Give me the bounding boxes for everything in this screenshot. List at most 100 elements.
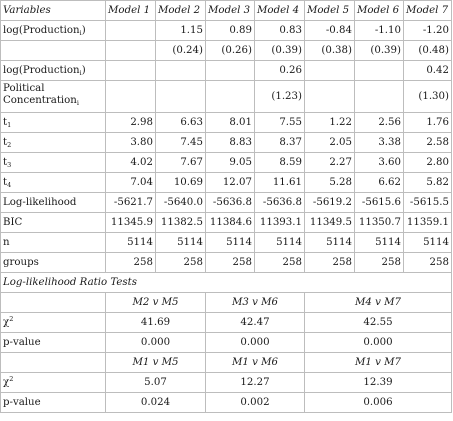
- row-label-suffix: ): [81, 64, 86, 76]
- table-cell: -5636.8: [254, 192, 305, 213]
- table-cell: 5114: [403, 232, 452, 253]
- table-row: n 5114 5114 5114 5114 5114 5114 5114: [0, 232, 452, 253]
- row-label-subscript: i: [76, 99, 79, 107]
- row-label: t1: [0, 112, 106, 133]
- lrt-title: Log-likelihood Ratio Tests: [0, 272, 452, 293]
- lrt-pvalue-row: p-value 0.000 0.000 0.000: [0, 332, 452, 353]
- table-row: groups 258 258 258 258 258 258 258: [0, 252, 452, 273]
- table-cell: 12.07: [205, 172, 255, 193]
- model-5-header: Model 5: [304, 0, 355, 21]
- table-cell: 258: [403, 252, 452, 273]
- table-cell: -1.20: [403, 20, 452, 41]
- table-cell: 10.69: [155, 172, 206, 193]
- lrt-comparison-label: M1 v M7: [304, 352, 452, 373]
- table-cell: [205, 80, 255, 113]
- lrt-rows: M2 v M5 M3 v M6 M4 v M7 χ2 41.69 42.47 42.55 p-…: [0, 292, 452, 413]
- table-cell: [105, 20, 156, 41]
- table-cell: 8.01: [205, 112, 255, 133]
- lrt-comparison-row: M2 v M5 M3 v M6 M4 v M7: [0, 292, 452, 313]
- table-cell: 258: [155, 252, 206, 273]
- row-label-text: t: [3, 156, 8, 168]
- table-row: log(Productioni) 1.15 0.89 0.83 -0.84 -1.10 -1…: [0, 20, 452, 41]
- table-cell: 6.62: [354, 172, 404, 193]
- chi2-value: 42.55: [304, 312, 452, 333]
- pvalue-value: 0.000: [304, 332, 452, 353]
- row-label-text: log(Production: [3, 64, 80, 76]
- table-cell: -5640.0: [155, 192, 206, 213]
- table-cell: -5615.5: [403, 192, 452, 213]
- row-label-suffix: ): [81, 24, 86, 36]
- lrt-pvalue-row: p-value 0.024 0.002 0.006: [0, 392, 452, 413]
- row-label-text: t: [3, 116, 8, 128]
- chi2-value: 12.39: [304, 372, 452, 393]
- row-label-text: t: [3, 176, 8, 188]
- lrt-blank-cell: [0, 292, 106, 313]
- row-label: t3: [0, 152, 106, 173]
- table-row: Political Concentrationi (1.23) (1.30): [0, 80, 452, 113]
- chi-symbol: χ: [3, 316, 10, 328]
- row-label: BIC: [0, 212, 106, 233]
- table-cell: 5114: [205, 232, 255, 253]
- chi2-label: χ2: [0, 312, 106, 333]
- table-row: BIC 11345.9 11382.5 11384.6 11393.1 11349.5 11…: [0, 212, 452, 233]
- row-label-text: BIC: [3, 216, 23, 228]
- table-cell: 5114: [155, 232, 206, 253]
- table-cell: 7.67: [155, 152, 206, 173]
- chi2-value: 12.27: [205, 372, 305, 393]
- table-cell: 4.02: [105, 152, 156, 173]
- pvalue-value: 0.000: [105, 332, 206, 353]
- table-cell: -0.84: [304, 20, 355, 41]
- table-cell: 0.42: [403, 60, 452, 81]
- pvalue-label: p-value: [0, 332, 106, 353]
- table-cell: 0.89: [205, 20, 255, 41]
- table-cell: [205, 60, 255, 81]
- lrt-comparison-row: M1 v M5 M1 v M6 M1 v M7: [0, 352, 452, 373]
- table-cell: (0.39): [254, 40, 305, 61]
- table-cell: [155, 60, 206, 81]
- row-label: t4: [0, 172, 106, 193]
- lrt-comparison-label: M1 v M6: [205, 352, 305, 373]
- row-label: n: [0, 232, 106, 253]
- table-cell: 11350.7: [354, 212, 404, 233]
- table-cell: [155, 80, 206, 113]
- table-cell: 7.55: [254, 112, 305, 133]
- row-label-subscript: i: [79, 28, 82, 37]
- table-cell: -5619.2: [304, 192, 355, 213]
- table-cell: 2.05: [304, 132, 355, 153]
- table-cell: 258: [354, 252, 404, 273]
- table-cell: 11393.1: [254, 212, 305, 233]
- pvalue-label: p-value: [0, 392, 106, 413]
- table-cell: 5.82: [403, 172, 452, 193]
- regression-table-container: Variables Model 1 Model 2 Model 3 Model …: [0, 0, 452, 413]
- table-cell: 11382.5: [155, 212, 206, 233]
- table-row: log(Productioni) 0.26 0.42: [0, 60, 452, 81]
- table-cell: -1.10: [354, 20, 404, 41]
- table-cell: [105, 40, 156, 61]
- variables-header: Variables: [0, 0, 106, 21]
- table-cell: -5621.7: [105, 192, 156, 213]
- table-cell: [105, 80, 156, 113]
- row-label-subscript: i: [79, 68, 82, 77]
- table-cell: 11384.6: [205, 212, 255, 233]
- table-cell: -5615.6: [354, 192, 404, 213]
- pvalue-value: 0.006: [304, 392, 452, 413]
- model-7-header: Model 7: [403, 0, 452, 21]
- table-cell: 3.38: [354, 132, 404, 153]
- chi-superscript: 2: [9, 314, 14, 323]
- table-cell: 258: [304, 252, 355, 273]
- coefficient-rows: log(Productioni) 1.15 0.89 0.83 -0.84 -1.10 -1…: [0, 20, 452, 273]
- table-cell: (1.30): [403, 80, 452, 113]
- table-cell: 258: [105, 252, 156, 273]
- table-cell: (0.38): [304, 40, 355, 61]
- model-2-header: Model 2: [155, 0, 206, 21]
- lrt-chi2-row: χ2 5.07 12.27 12.39: [0, 372, 452, 393]
- table-cell: 2.56: [354, 112, 404, 133]
- table-row: t1 2.98 6.63 8.01 7.55 1.22 2.56 1.76: [0, 112, 452, 133]
- table-cell: 6.63: [155, 112, 206, 133]
- table-cell: 7.04: [105, 172, 156, 193]
- row-label-subscript: 2: [7, 140, 12, 149]
- table-cell: 11.61: [254, 172, 305, 193]
- table-cell: 2.80: [403, 152, 452, 173]
- table-cell: [105, 60, 156, 81]
- row-label-subscript: 3: [7, 160, 12, 169]
